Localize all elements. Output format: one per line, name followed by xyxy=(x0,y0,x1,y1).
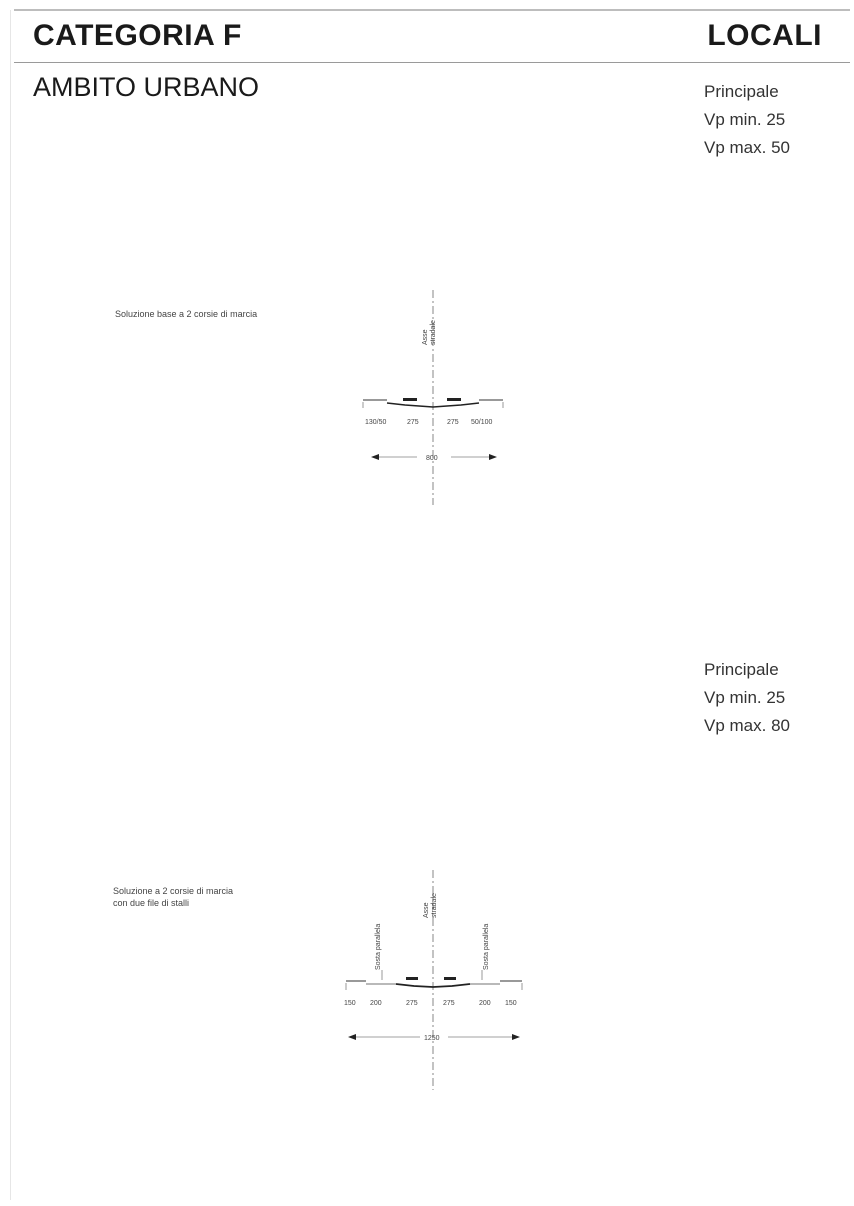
dim-label: 130/50 xyxy=(365,419,387,426)
dim-arrow-right xyxy=(512,1034,520,1040)
category-title: CATEGORIA F xyxy=(33,19,242,52)
dim-arrow-right xyxy=(489,454,497,460)
total-width-label: 1250 xyxy=(424,1035,440,1042)
parking-label-right: Sosta parallela xyxy=(483,924,490,970)
carriageway xyxy=(395,983,471,988)
road-role: Principale xyxy=(704,82,779,101)
section-caption-1: Soluzione base a 2 corsie di marcia xyxy=(115,308,257,320)
dim-label: 50/100 xyxy=(471,419,493,426)
caption-line: Soluzione a 2 corsie di marcia xyxy=(113,886,234,896)
header-divider xyxy=(14,62,850,63)
vehicle-left xyxy=(406,977,418,980)
dim-label: 150 xyxy=(344,1000,356,1007)
road-type-title: LOCALI xyxy=(707,19,822,52)
speed-min: Vp min. 25 xyxy=(704,110,786,129)
dim-arrow-left xyxy=(371,454,379,460)
caption-line: Soluzione base a 2 corsie di marcia xyxy=(115,309,258,319)
road-role: Principale xyxy=(704,660,779,679)
dim-label: 275 xyxy=(443,1000,455,1007)
caption-line: con due file di stalli xyxy=(113,898,190,908)
section-caption-2: Soluzione a 2 corsie di marcia con due f… xyxy=(113,885,233,909)
vehicle-right xyxy=(447,398,461,401)
speed-min: Vp min. 25 xyxy=(704,688,786,707)
vehicle-right xyxy=(444,977,456,980)
dim-label: 275 xyxy=(447,419,459,426)
speed-specs-1: Principale Vp min. 25 Vp max. 50 xyxy=(704,78,790,162)
dim-label: 275 xyxy=(407,419,419,426)
speed-max: Vp max. 80 xyxy=(704,716,790,735)
speed-max: Vp max. 50 xyxy=(704,138,790,157)
carriageway xyxy=(386,402,480,408)
dim-arrow-left xyxy=(348,1034,356,1040)
speed-specs-2: Principale Vp min. 25 Vp max. 80 xyxy=(704,656,790,740)
dim-label: 200 xyxy=(370,1000,382,1007)
top-rule xyxy=(14,9,850,11)
vehicle-left xyxy=(403,398,417,401)
dim-label: 150 xyxy=(505,1000,517,1007)
parking-label-left: Sosta parallela xyxy=(375,924,382,970)
cross-section-2: Asse stradale Sosta parallela Sosta para… xyxy=(344,870,523,1090)
axis-label-line1: Asse xyxy=(423,902,430,918)
dim-label: 275 xyxy=(406,1000,418,1007)
total-width-label: 800 xyxy=(426,455,438,462)
context-subtitle: AMBITO URBANO xyxy=(33,72,260,102)
dim-label: 200 xyxy=(479,1000,491,1007)
page-edge xyxy=(10,10,11,1200)
axis-label-line1: Asse xyxy=(422,329,429,345)
cross-section-1: Asse stradale 130/50 275 275 50/100 800 xyxy=(362,290,504,505)
axis-label-line2: stradale xyxy=(431,893,438,918)
axis-label-line2: stradale xyxy=(430,320,437,345)
